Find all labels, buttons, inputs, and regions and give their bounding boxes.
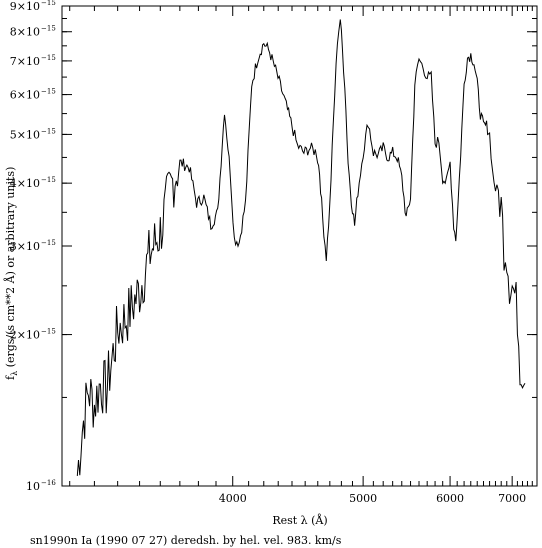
y-tick-exponent: −15: [41, 176, 56, 184]
y-tick-label: 4×10: [10, 177, 40, 190]
y-tick-exponent: −15: [41, 127, 56, 135]
y-tick-label: 3×10: [10, 240, 40, 253]
x-tick-labels: 4000 5000 6000 7000: [219, 492, 526, 505]
y-tick-exponent: −15: [41, 239, 56, 247]
chart-caption: sn1990n Ia (1990 07 27) deredsh. by hel.…: [30, 534, 342, 547]
x-tick-label: 5000: [349, 492, 377, 505]
y-tick-exponent: −15: [41, 25, 56, 33]
y-axis-title-rest: (ergs/(s cm**2 Å) or arbitrary units): [3, 167, 17, 371]
y-axis-title: fλ (ergs/(s cm**2 Å) or arbitrary units): [3, 167, 19, 380]
y-tick-labels: 10 −162×10 −153×10 −154×10 −155×10 −156×10 −15…: [10, 0, 57, 493]
x-axis-title: Rest λ (Å): [272, 513, 327, 527]
y-axis-title-main: f: [4, 375, 17, 380]
x-tick-label: 7000: [498, 492, 526, 505]
x-tick-label: 4000: [219, 492, 247, 505]
axis-ticks: [62, 5, 538, 487]
y-tick-label: 8×10: [10, 26, 40, 39]
y-tick-label: 10: [26, 480, 40, 493]
y-tick-exponent: −15: [41, 88, 56, 96]
y-axis-title-sub: λ: [10, 371, 19, 376]
y-tick-exponent: −16: [41, 479, 56, 487]
y-tick-exponent: −15: [41, 0, 56, 7]
y-tick-label: 5×10: [10, 128, 40, 141]
y-tick-label: 2×10: [10, 329, 40, 342]
spectrum-line: [76, 19, 526, 476]
y-tick-label: 9×10: [10, 0, 40, 13]
x-tick-label: 6000: [436, 492, 464, 505]
y-tick-exponent: −15: [41, 328, 56, 336]
y-tick-label: 6×10: [10, 89, 40, 102]
y-tick-exponent: −15: [41, 54, 56, 62]
y-tick-label: 7×10: [10, 55, 40, 68]
